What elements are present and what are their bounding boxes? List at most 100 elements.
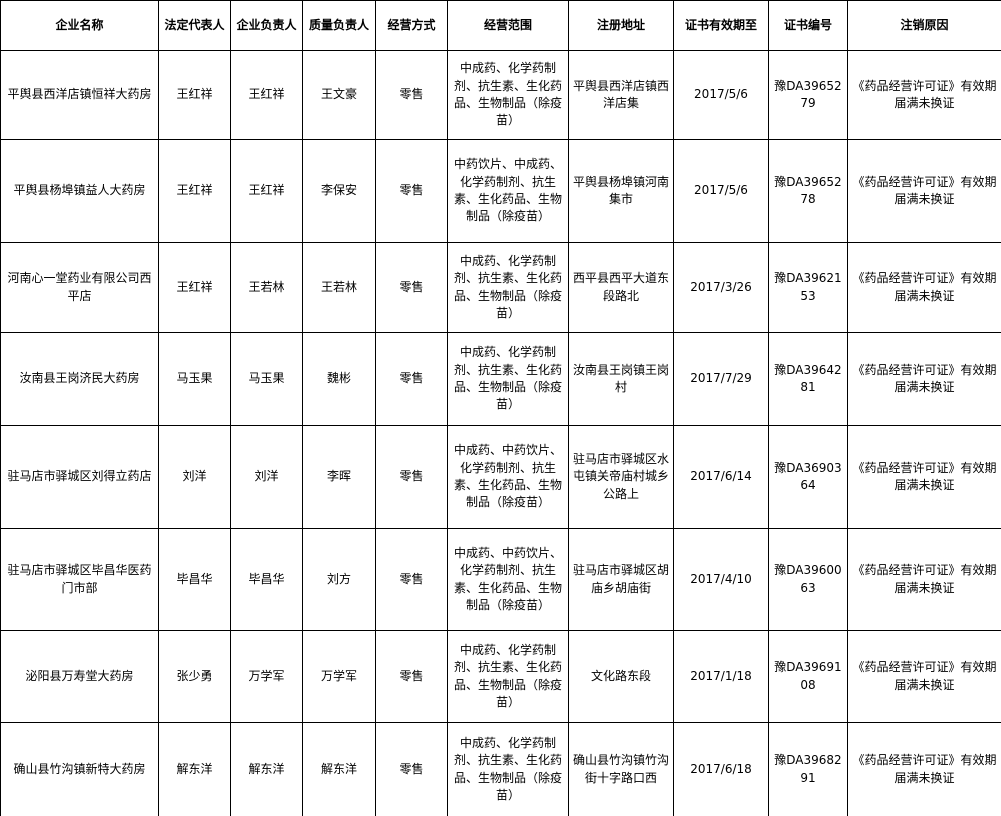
cell-legal-representative: 王红祥: [158, 242, 231, 333]
table-row: 确山县竹沟镇新特大药房 解东洋 解东洋 解东洋 零售 中成药、化学药制剂、抗生素…: [0, 722, 1001, 816]
cell-registered-address: 西平县西平大道东段路北: [568, 242, 674, 333]
cell-registered-address: 文化路东段: [568, 630, 674, 723]
cell-business-scope: 中药饮片、中成药、化学药制剂、抗生素、生化药品、生物制品（除疫苗）: [447, 139, 569, 243]
cell-certificate-number: 豫DA3965278: [768, 139, 848, 243]
cell-certificate-number: 豫DA3969108: [768, 630, 848, 723]
cell-company-manager: 刘洋: [230, 425, 303, 529]
cell-quality-manager: 解东洋: [302, 722, 376, 816]
table-row: 驻马店市驿城区毕昌华医药门市部 毕昌华 毕昌华 刘方 零售 中成药、中药饮片、化…: [0, 528, 1001, 631]
cell-certificate-number: 豫DA3964281: [768, 332, 848, 426]
cell-business-mode: 零售: [375, 332, 448, 426]
cell-cancellation-reason: 《药品经营许可证》有效期届满未换证: [847, 630, 1001, 723]
cell-quality-manager: 刘方: [302, 528, 376, 631]
table-row: 驻马店市驿城区刘得立药店 刘洋 刘洋 李晖 零售 中成药、中药饮片、化学药制剂、…: [0, 425, 1001, 529]
cell-registered-address: 驻马店市驿城区胡庙乡胡庙街: [568, 528, 674, 631]
header-quality-manager: 质量负责人: [302, 0, 376, 51]
header-company-manager: 企业负责人: [230, 0, 303, 51]
cell-cancellation-reason: 《药品经营许可证》有效期届满未换证: [847, 50, 1001, 140]
header-legal-representative: 法定代表人: [158, 0, 231, 51]
cell-cancellation-reason: 《药品经营许可证》有效期届满未换证: [847, 332, 1001, 426]
header-registered-address: 注册地址: [568, 0, 674, 51]
cell-cancellation-reason: 《药品经营许可证》有效期届满未换证: [847, 425, 1001, 529]
table-row: 汝南县王岗济民大药房 马玉果 马玉果 魏彬 零售 中成药、化学药制剂、抗生素、生…: [0, 332, 1001, 426]
cell-company-name: 平舆县西洋店镇恒祥大药房: [0, 50, 159, 140]
cell-cancellation-reason: 《药品经营许可证》有效期届满未换证: [847, 242, 1001, 333]
cell-business-scope: 中成药、中药饮片、化学药制剂、抗生素、生化药品、生物制品（除疫苗）: [447, 528, 569, 631]
cell-certificate-number: 豫DA3690364: [768, 425, 848, 529]
header-company-name: 企业名称: [0, 0, 159, 51]
cell-business-mode: 零售: [375, 139, 448, 243]
cell-company-name: 河南心一堂药业有限公司西平店: [0, 242, 159, 333]
header-business-scope: 经营范围: [447, 0, 569, 51]
header-valid-until: 证书有效期至: [673, 0, 769, 51]
cell-valid-until: 2017/6/18: [673, 722, 769, 816]
header-certificate-number: 证书编号: [768, 0, 848, 51]
cell-quality-manager: 魏彬: [302, 332, 376, 426]
cell-valid-until: 2017/3/26: [673, 242, 769, 333]
cell-valid-until: 2017/5/6: [673, 139, 769, 243]
header-cancellation-reason: 注销原因: [847, 0, 1001, 51]
cell-registered-address: 汝南县王岗镇王岗村: [568, 332, 674, 426]
cell-certificate-number: 豫DA3962153: [768, 242, 848, 333]
cell-quality-manager: 万学军: [302, 630, 376, 723]
cell-company-name: 驻马店市驿城区刘得立药店: [0, 425, 159, 529]
cell-certificate-number: 豫DA3968291: [768, 722, 848, 816]
cell-company-manager: 万学军: [230, 630, 303, 723]
table-row: 平舆县杨埠镇益人大药房 王红祥 王红祥 李保安 零售 中药饮片、中成药、化学药制…: [0, 139, 1001, 243]
cell-business-mode: 零售: [375, 50, 448, 140]
cell-registered-address: 确山县竹沟镇竹沟街十字路口西: [568, 722, 674, 816]
cell-business-scope: 中成药、中药饮片、化学药制剂、抗生素、生化药品、生物制品（除疫苗）: [447, 425, 569, 529]
cell-business-mode: 零售: [375, 630, 448, 723]
cell-registered-address: 平舆县杨埠镇河南集市: [568, 139, 674, 243]
table-row: 河南心一堂药业有限公司西平店 王红祥 王若林 王若林 零售 中成药、化学药制剂、…: [0, 242, 1001, 333]
cell-legal-representative: 马玉果: [158, 332, 231, 426]
cell-quality-manager: 王若林: [302, 242, 376, 333]
cell-quality-manager: 李保安: [302, 139, 376, 243]
cell-business-mode: 零售: [375, 242, 448, 333]
cell-cancellation-reason: 《药品经营许可证》有效期届满未换证: [847, 139, 1001, 243]
cell-valid-until: 2017/7/29: [673, 332, 769, 426]
cell-registered-address: 平舆县西洋店镇西洋店集: [568, 50, 674, 140]
cell-company-manager: 王红祥: [230, 50, 303, 140]
table-row: 平舆县西洋店镇恒祥大药房 王红祥 王红祥 王文豪 零售 中成药、化学药制剂、抗生…: [0, 50, 1001, 140]
cell-valid-until: 2017/6/14: [673, 425, 769, 529]
cell-legal-representative: 刘洋: [158, 425, 231, 529]
cell-company-manager: 马玉果: [230, 332, 303, 426]
table-row: 泌阳县万寿堂大药房 张少勇 万学军 万学军 零售 中成药、化学药制剂、抗生素、生…: [0, 630, 1001, 723]
cell-business-scope: 中成药、化学药制剂、抗生素、生化药品、生物制品（除疫苗）: [447, 722, 569, 816]
cell-legal-representative: 解东洋: [158, 722, 231, 816]
cell-business-scope: 中成药、化学药制剂、抗生素、生化药品、生物制品（除疫苗）: [447, 50, 569, 140]
cell-company-name: 平舆县杨埠镇益人大药房: [0, 139, 159, 243]
cell-quality-manager: 李晖: [302, 425, 376, 529]
cell-cancellation-reason: 《药品经营许可证》有效期届满未换证: [847, 722, 1001, 816]
cell-valid-until: 2017/5/6: [673, 50, 769, 140]
cell-certificate-number: 豫DA3965279: [768, 50, 848, 140]
cell-quality-manager: 王文豪: [302, 50, 376, 140]
header-business-mode: 经营方式: [375, 0, 448, 51]
cell-company-manager: 解东洋: [230, 722, 303, 816]
cell-company-name: 汝南县王岗济民大药房: [0, 332, 159, 426]
cell-business-mode: 零售: [375, 722, 448, 816]
cell-legal-representative: 王红祥: [158, 139, 231, 243]
cell-legal-representative: 毕昌华: [158, 528, 231, 631]
cell-legal-representative: 王红祥: [158, 50, 231, 140]
cell-company-manager: 毕昌华: [230, 528, 303, 631]
cell-business-scope: 中成药、化学药制剂、抗生素、生化药品、生物制品（除疫苗）: [447, 332, 569, 426]
cell-company-name: 泌阳县万寿堂大药房: [0, 630, 159, 723]
cell-certificate-number: 豫DA3960063: [768, 528, 848, 631]
cell-business-scope: 中成药、化学药制剂、抗生素、生化药品、生物制品（除疫苗）: [447, 242, 569, 333]
cell-valid-until: 2017/4/10: [673, 528, 769, 631]
cell-business-mode: 零售: [375, 425, 448, 529]
cell-registered-address: 驻马店市驿城区水屯镇关帝庙村城乡公路上: [568, 425, 674, 529]
cell-valid-until: 2017/1/18: [673, 630, 769, 723]
cell-company-manager: 王若林: [230, 242, 303, 333]
cell-legal-representative: 张少勇: [158, 630, 231, 723]
cell-cancellation-reason: 《药品经营许可证》有效期届满未换证: [847, 528, 1001, 631]
cell-business-scope: 中成药、化学药制剂、抗生素、生化药品、生物制品（除疫苗）: [447, 630, 569, 723]
cell-company-manager: 王红祥: [230, 139, 303, 243]
cell-company-name: 驻马店市驿城区毕昌华医药门市部: [0, 528, 159, 631]
header-row: 企业名称 法定代表人 企业负责人 质量负责人 经营方式 经营范围 注册地址 证书…: [0, 0, 1001, 51]
cell-business-mode: 零售: [375, 528, 448, 631]
